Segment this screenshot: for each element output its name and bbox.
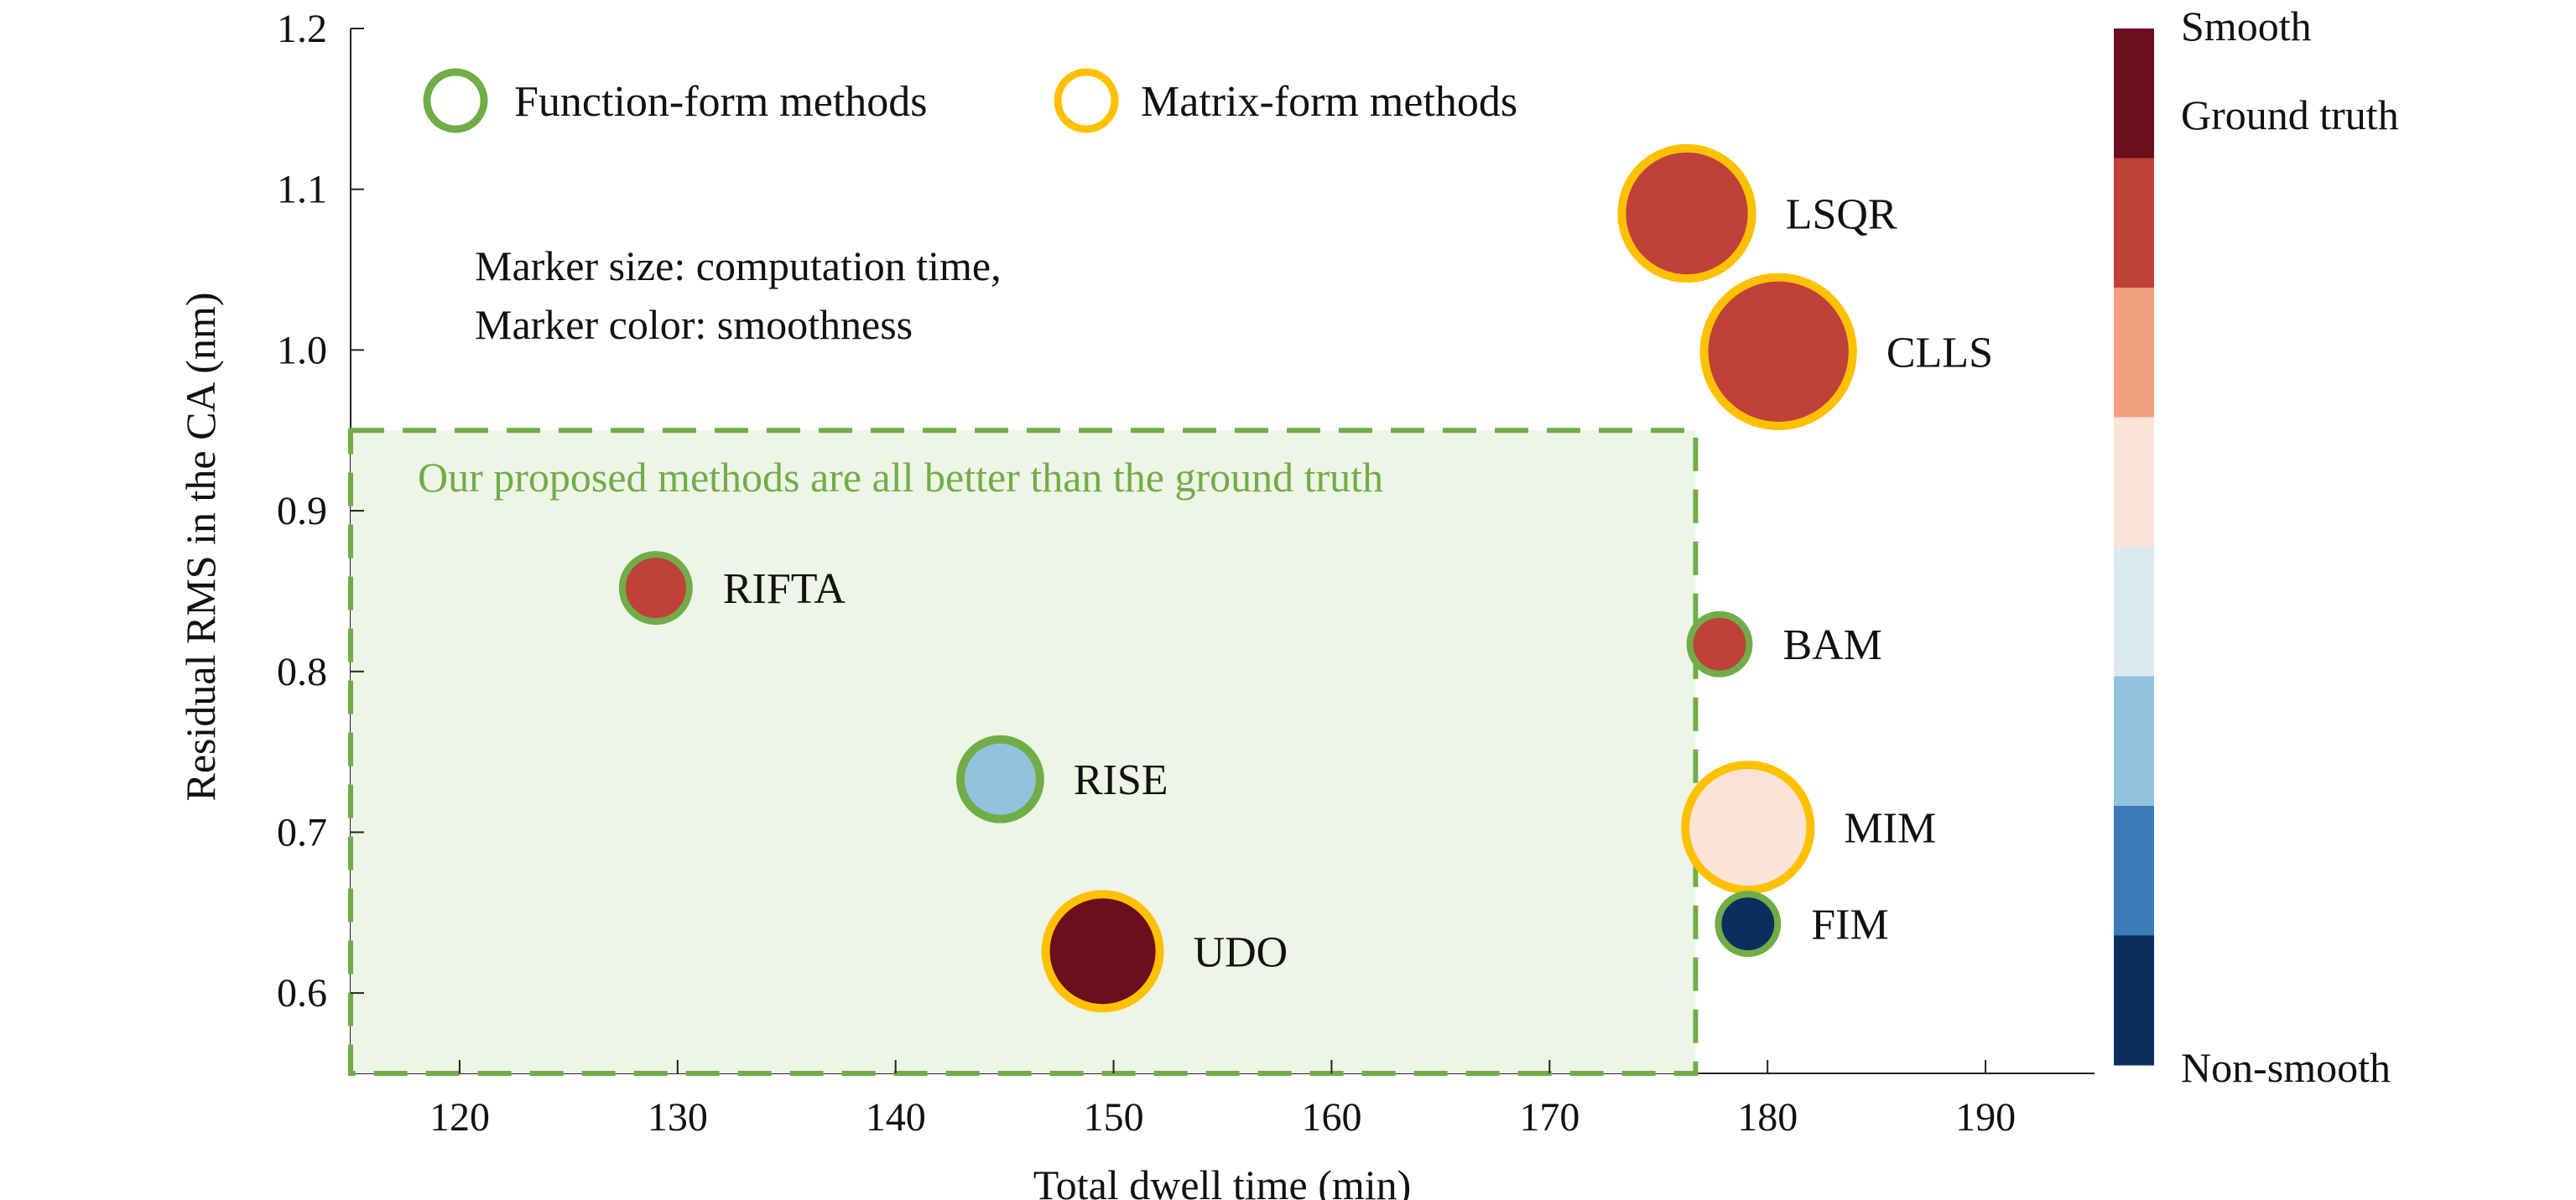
colorbar-segment [2114,676,2154,807]
legend-matrix-form-marker [1054,68,1119,133]
colorbar-top-label: Smooth [2181,3,2312,49]
x-ticks: 120 130 140 150 160 170 180 190 [429,1060,2016,1140]
legend-matrix-form-label: Matrix-form methods [1141,78,1517,126]
data-points: RIFTA RISE UDO LSQR CLLS BAM MIM FIM [618,143,1993,1013]
colorbar [2114,29,2154,1066]
colorbar-bottom-label: Non-smooth [2181,1044,2391,1091]
x-tick-label: 160 [1301,1095,1361,1140]
colorbar-ground-truth-label: Ground truth [2181,91,2399,138]
y-ticks: 0.6 0.7 0.8 0.9 1.0 1.1 1.2 [277,7,364,1016]
colorbar-segment [2114,417,2154,548]
y-tick-label: 0.8 [277,650,327,694]
annotation-note: Marker size: computation time, Marker co… [475,242,1002,348]
point-label-rifta: RIFTA [723,565,846,613]
point-label-bam: BAM [1782,621,1881,669]
y-tick-label: 0.7 [277,810,327,855]
x-tick-label: 190 [1955,1095,2016,1140]
colorbar-segment [2114,29,2154,158]
y-tick-label: 1.2 [277,7,327,51]
x-tick-label: 170 [1519,1095,1579,1140]
legend-function-form-label: Function-form methods [514,78,928,126]
colorbar-segment [2114,547,2154,677]
y-tick-label: 1.1 [277,168,327,212]
y-tick-label: 0.6 [277,971,327,1016]
point-bam [1686,610,1753,678]
point-rifta [618,551,693,626]
point-mim [1681,761,1815,895]
proposed-region-label: Our proposed methods are all better than… [418,454,1383,501]
point-clls [1699,273,1857,430]
y-tick-label: 0.9 [277,489,327,533]
y-tick-label: 1.0 [277,328,327,372]
note-line-1: Marker size: computation time, [475,242,1002,289]
point-label-clls: CLLS [1886,329,1993,377]
colorbar-segment [2114,288,2154,418]
point-label-fim: FIM [1811,901,1888,949]
x-tick-label: 180 [1737,1095,1798,1140]
colorbar-segment [2114,806,2154,936]
x-tick-label: 130 [648,1095,708,1140]
y-axis-title: Residual RMS in the CA (nm) [177,293,224,802]
x-tick-label: 150 [1084,1095,1144,1140]
note-line-2: Marker color: smoothness [475,301,913,348]
point-label-mim: MIM [1844,805,1936,853]
x-axis-title: Total dwell time (min) [1033,1161,1412,1200]
point-label-udo: UDO [1194,928,1288,976]
point-fim [1715,891,1782,958]
point-udo [1041,890,1164,1013]
colorbar-segment [2114,935,2154,1066]
point-lsqr [1617,143,1756,283]
legend: Function-form methods Matrix-form method… [423,68,1517,133]
colorbar-segment [2114,158,2154,288]
point-label-lsqr: LSQR [1786,190,1897,238]
x-tick-label: 140 [866,1095,926,1140]
point-label-rise: RISE [1074,756,1168,804]
x-tick-label: 120 [429,1095,490,1140]
legend-function-form-marker [423,68,488,133]
point-rise [956,735,1044,823]
